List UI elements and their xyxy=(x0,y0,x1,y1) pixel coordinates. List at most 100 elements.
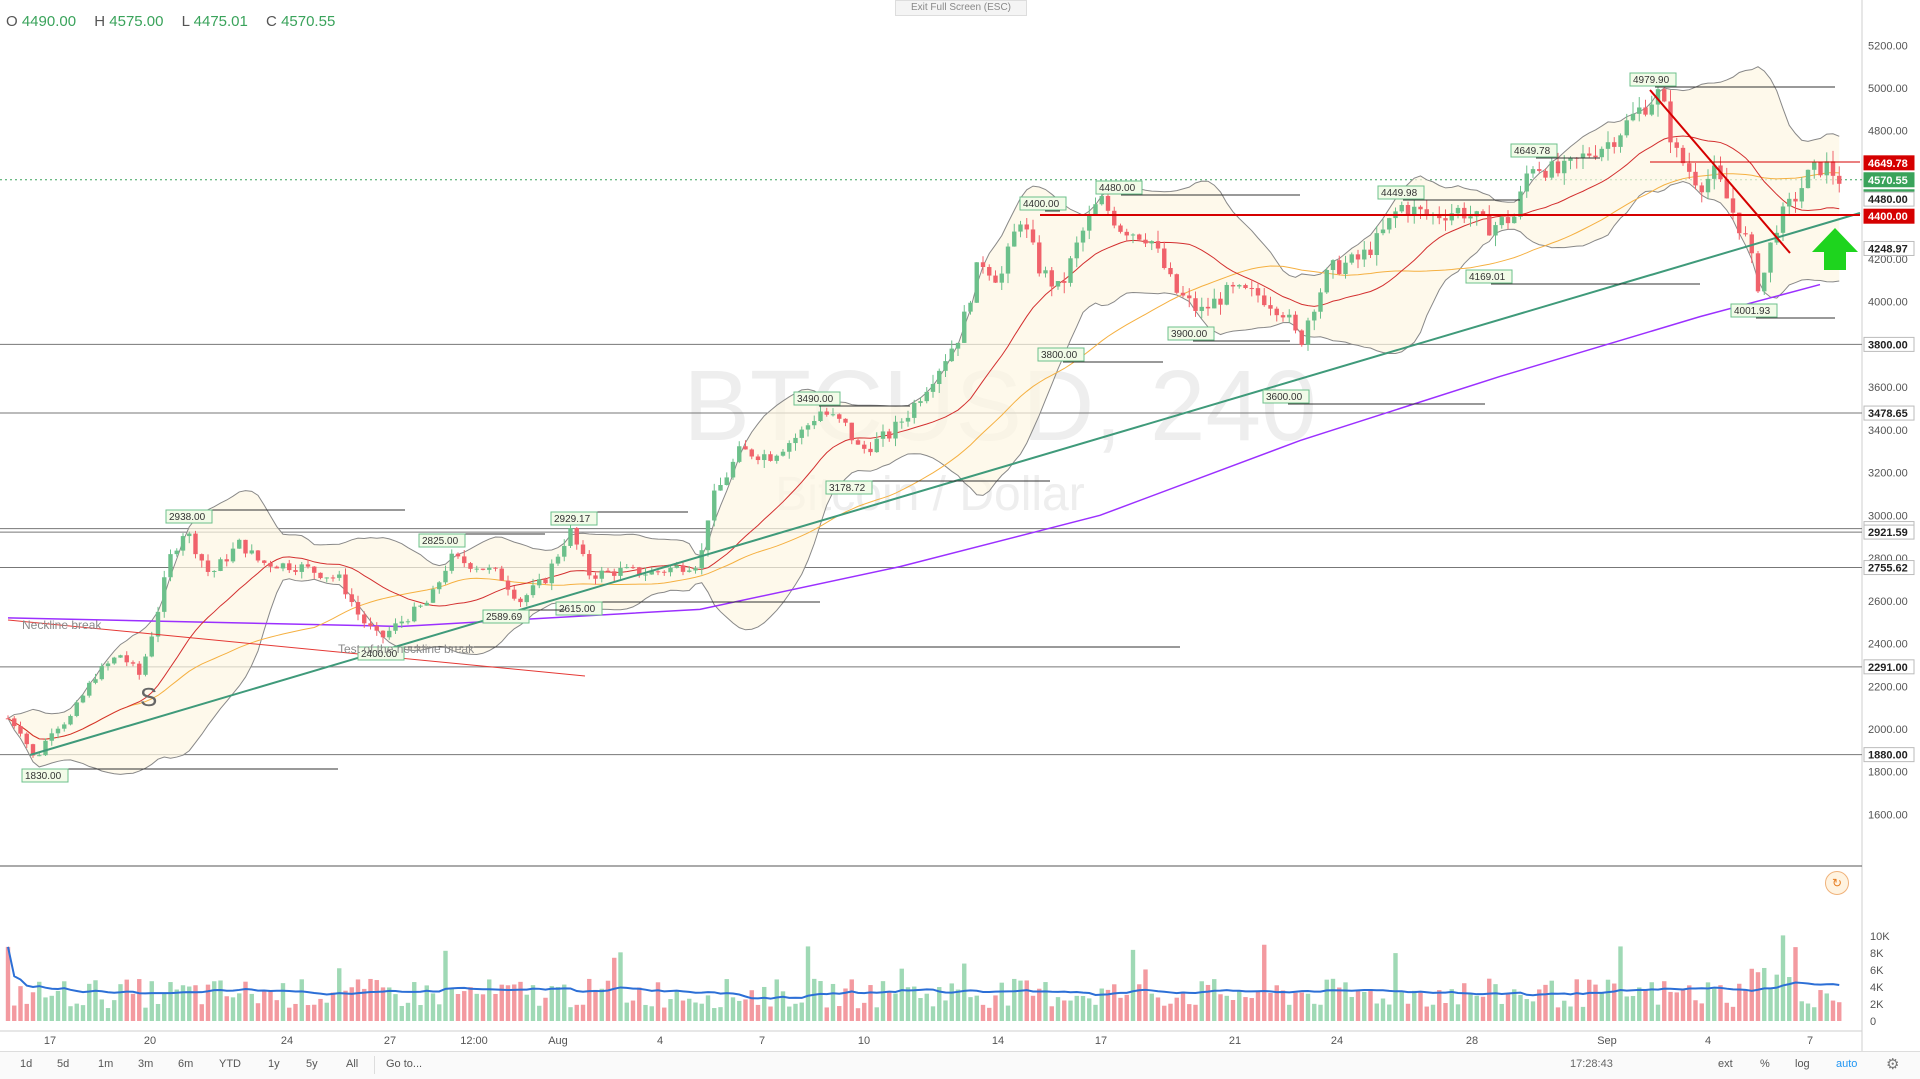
chart-events-icon[interactable]: ↻ xyxy=(1825,871,1849,895)
candles-group xyxy=(5,82,1842,758)
pivot-label: 3600.00 xyxy=(1266,392,1303,403)
price-badge-label: 3800.00 xyxy=(1868,339,1908,351)
gear-icon[interactable]: ⚙ xyxy=(1886,1056,1900,1073)
time-tick-label: Aug xyxy=(548,1035,568,1047)
volume-bar xyxy=(1680,988,1686,1021)
candle-body xyxy=(355,602,361,615)
candle-body xyxy=(218,559,223,571)
volume-bar xyxy=(855,1008,861,1021)
candle-body xyxy=(793,437,798,444)
volume-bar xyxy=(562,984,567,1021)
exit-fullscreen-button[interactable]: Exit Full Screen (ESC) xyxy=(895,0,1027,16)
volume-bar xyxy=(974,995,979,1021)
volume-bar xyxy=(362,988,367,1021)
candle-body xyxy=(1649,104,1654,115)
candle-body xyxy=(805,425,811,430)
candle-body xyxy=(1374,233,1379,256)
candle-body xyxy=(137,663,142,675)
log-scale-toggle[interactable]: log xyxy=(1795,1058,1810,1070)
candle-body xyxy=(674,565,679,568)
candle-body xyxy=(1368,249,1373,256)
volume-bar xyxy=(1593,984,1598,1021)
candle-body xyxy=(730,461,736,478)
range-5y-button[interactable]: 5y xyxy=(306,1058,318,1070)
volume-bar xyxy=(962,963,967,1021)
candle-body xyxy=(80,695,86,703)
range-6m-button[interactable]: 6m xyxy=(178,1058,194,1070)
candle-body xyxy=(812,421,817,426)
price-badge-bg xyxy=(1863,172,1915,188)
time-tick-label: 20 xyxy=(144,1035,156,1047)
time-tick-label: 14 xyxy=(992,1035,1004,1047)
candle-body xyxy=(1299,330,1304,345)
volume-bar xyxy=(1480,996,1486,1021)
volume-bar xyxy=(1599,993,1604,1021)
volume-bar xyxy=(37,981,42,1021)
volume-bar xyxy=(880,981,886,1021)
candle-body xyxy=(605,570,611,572)
time-tick-label: 7 xyxy=(759,1035,765,1047)
candle-body xyxy=(1030,229,1036,243)
chart-canvas[interactable]: BTCUSD, 240Bitcoin / Dollar5200.005000.0… xyxy=(0,0,1920,1051)
percent-scale-toggle[interactable]: % xyxy=(1760,1058,1770,1070)
candle-body xyxy=(1230,284,1236,287)
volume-bar xyxy=(1030,995,1036,1021)
price-badge-label: 2755.62 xyxy=(1868,563,1908,575)
candle-body xyxy=(43,740,48,756)
price-tick-label: 3000.00 xyxy=(1868,510,1908,522)
candle-body xyxy=(349,594,354,603)
price-tick-label: 5200.00 xyxy=(1868,40,1908,52)
volume-bar xyxy=(724,979,729,1021)
candle-body xyxy=(1418,206,1423,210)
candle-body xyxy=(1824,161,1829,176)
volume-bar xyxy=(437,1004,442,1021)
volume-bar xyxy=(1105,989,1111,1021)
candle-body xyxy=(824,411,829,415)
volume-bar xyxy=(68,1006,73,1021)
price-badge-label: 4400.00 xyxy=(1868,211,1908,223)
price-tick-label: 4800.00 xyxy=(1868,126,1908,138)
volume-bar xyxy=(1305,993,1311,1021)
volume-bar xyxy=(818,981,823,1021)
volume-bar xyxy=(1018,980,1023,1021)
price-badge-label: 2291.00 xyxy=(1868,662,1908,674)
candle-body xyxy=(874,438,879,453)
volume-bar xyxy=(1474,995,1479,1021)
candle-body xyxy=(1143,239,1148,244)
candle-body xyxy=(549,563,554,584)
volume-bar xyxy=(1005,1005,1011,1021)
volume-bar xyxy=(168,982,173,1021)
candle-body xyxy=(762,454,767,461)
volume-bar xyxy=(1612,983,1617,1021)
candle-body xyxy=(1830,161,1836,176)
range-all-button[interactable]: All xyxy=(346,1058,359,1070)
volume-bar xyxy=(1662,981,1667,1021)
candle-body xyxy=(380,630,386,638)
candle-body xyxy=(918,401,923,403)
volume-bar xyxy=(1687,985,1692,1021)
price-badge-label: 4248.97 xyxy=(1868,243,1908,255)
range-1d-button[interactable]: 1d xyxy=(20,1058,33,1070)
candle-body xyxy=(1168,267,1173,275)
candle-body xyxy=(843,418,848,423)
range-1m-button[interactable]: 1m xyxy=(98,1058,114,1070)
volume-bar xyxy=(1237,990,1242,1021)
auto-scale-toggle[interactable]: auto xyxy=(1836,1058,1858,1070)
candle-body xyxy=(818,411,823,422)
range-5d-button[interactable]: 5d xyxy=(57,1058,70,1070)
volume-bar xyxy=(762,986,767,1021)
volume-bar xyxy=(1762,967,1767,1021)
candle-body xyxy=(724,477,729,486)
extended-hours-toggle[interactable]: ext xyxy=(1718,1058,1733,1070)
volume-bar xyxy=(143,1007,148,1021)
range-1y-button[interactable]: 1y xyxy=(268,1058,280,1070)
volume-bar xyxy=(1524,999,1529,1021)
candle-body xyxy=(868,448,873,453)
goto-date-button[interactable]: Go to... xyxy=(386,1058,423,1070)
range-3m-button[interactable]: 3m xyxy=(138,1058,154,1070)
candle-body xyxy=(1212,298,1217,309)
volume-bar xyxy=(137,979,142,1021)
candle-body xyxy=(1730,198,1736,213)
candle-body xyxy=(262,560,267,563)
range-ytd-button[interactable]: YTD xyxy=(219,1058,241,1070)
